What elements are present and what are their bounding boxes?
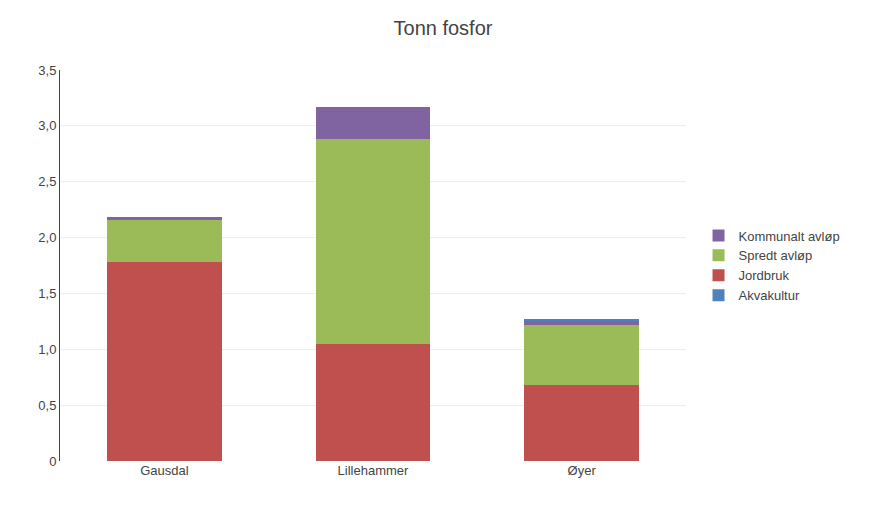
svg-text:Kommunalt avløp: Kommunalt avløp [739, 229, 840, 244]
svg-text:0: 0 [49, 454, 56, 469]
svg-text:Øyer: Øyer [568, 463, 597, 478]
svg-text:Tonn fosfor: Tonn fosfor [394, 17, 493, 39]
svg-text:2,5: 2,5 [38, 174, 56, 189]
svg-text:Jordbruk: Jordbruk [739, 268, 790, 283]
svg-text:2,0: 2,0 [38, 230, 56, 245]
svg-text:Spredt avløp: Spredt avløp [739, 248, 813, 263]
svg-text:1,5: 1,5 [38, 286, 56, 301]
svg-text:Gausdal: Gausdal [140, 463, 189, 478]
svg-text:1,0: 1,0 [38, 342, 56, 357]
svg-text:3,0: 3,0 [38, 118, 56, 133]
svg-text:3,5: 3,5 [38, 63, 56, 78]
svg-text:0,5: 0,5 [38, 398, 56, 413]
svg-text:Akvakultur: Akvakultur [739, 288, 800, 303]
svg-text:Lillehammer: Lillehammer [338, 463, 409, 478]
